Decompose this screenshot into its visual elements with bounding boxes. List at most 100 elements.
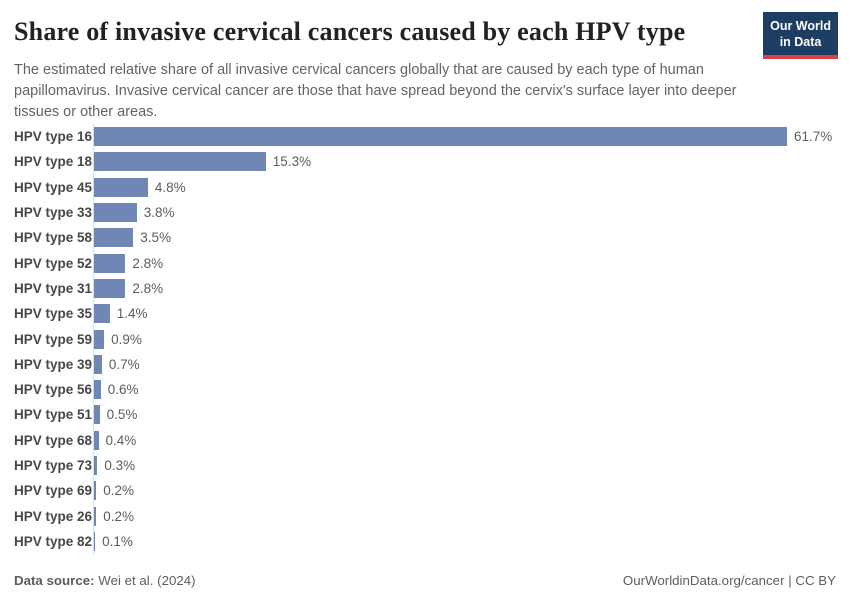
bar-row: HPV type 39 0.7%	[14, 352, 836, 377]
bar-track: 15.3%	[94, 152, 836, 172]
category-label: HPV type 52	[14, 255, 93, 271]
bar[interactable]	[94, 127, 787, 147]
bar-track: 0.2%	[94, 506, 836, 526]
bar-track: 0.9%	[94, 329, 836, 349]
bar-row: HPV type 68 0.4%	[14, 428, 836, 453]
chart-header: Share of invasive cervical cancers cause…	[14, 12, 838, 59]
bar-row: HPV type 33 3.8%	[14, 200, 836, 225]
category-label: HPV type 39	[14, 356, 93, 372]
owid-logo-line1: Our World	[770, 19, 831, 33]
value-label: 0.1%	[102, 533, 133, 549]
value-label: 0.5%	[106, 407, 138, 423]
owid-logo: Our World in Data	[763, 12, 838, 59]
value-label: 3.8%	[143, 205, 175, 221]
data-source-link[interactable]: Wei et al. (2024)	[98, 573, 196, 588]
footer-credits: OurWorldinData.org/cancer | CC BY	[623, 573, 836, 588]
value-label: 2.8%	[132, 280, 164, 296]
bar-track: 0.4%	[94, 430, 836, 450]
value-label: 0.2%	[103, 483, 134, 499]
data-source: Data source: Wei et al. (2024)	[14, 573, 196, 588]
chart-subtitle: The estimated relative share of all inva…	[14, 62, 737, 120]
bar-row: HPV type 58 3.5%	[14, 225, 836, 250]
y-axis-line	[93, 124, 94, 554]
bar-row: HPV type 59 0.9%	[14, 326, 836, 351]
bar[interactable]	[94, 506, 97, 526]
category-label: HPV type 73	[14, 458, 93, 473]
data-source-label: Data source:	[14, 573, 95, 588]
bar-rows-container: HPV type 16 61.7% HPV type 18 15.3% HPV …	[14, 124, 836, 554]
bar-row: HPV type 56 0.6%	[14, 377, 836, 402]
bar[interactable]	[94, 430, 99, 450]
bar[interactable]	[94, 304, 110, 324]
bar-track: 2.8%	[94, 253, 836, 273]
category-label: HPV type 33	[14, 205, 93, 221]
bar[interactable]	[94, 456, 98, 475]
category-label: HPV type 69	[14, 483, 93, 499]
value-label: 3.5%	[140, 230, 172, 246]
value-label: 4.8%	[154, 179, 186, 195]
bar-row: HPV type 35 1.4%	[14, 301, 836, 326]
value-label: 2.8%	[132, 255, 164, 271]
bar-row: HPV type 52 2.8%	[14, 250, 836, 275]
bar[interactable]	[94, 152, 266, 172]
bar-track: 0.5%	[94, 405, 836, 425]
chart-footer: Data source: Wei et al. (2024) OurWorldi…	[14, 573, 836, 588]
value-label: 61.7%	[794, 129, 833, 145]
bar-track: 0.3%	[94, 456, 836, 475]
bar-row: HPV type 16 61.7%	[14, 124, 836, 149]
bar[interactable]	[94, 354, 102, 374]
bar-row: HPV type 82 0.1%	[14, 529, 836, 554]
value-label: 15.3%	[272, 154, 312, 170]
bar-track: 4.8%	[94, 177, 836, 197]
bar-row: HPV type 31 2.8%	[14, 276, 836, 301]
bar-row: HPV type 51 0.5%	[14, 402, 836, 427]
bar-track: 0.6%	[94, 380, 836, 400]
bar-row: HPV type 26 0.2%	[14, 503, 836, 528]
footer-separator: |	[784, 573, 796, 588]
bar[interactable]	[94, 481, 97, 501]
bar[interactable]	[94, 228, 134, 248]
bar[interactable]	[94, 253, 126, 273]
bar-track: 2.8%	[94, 278, 836, 298]
value-label: 0.4%	[105, 432, 137, 448]
owid-url-link[interactable]: OurWorldinData.org/cancer	[622, 573, 785, 588]
bar[interactable]	[94, 177, 148, 197]
category-label: HPV type 31	[14, 280, 93, 296]
value-label: 0.2%	[103, 508, 134, 524]
bar-row: HPV type 69 0.2%	[14, 478, 836, 503]
bar-track: 61.7%	[94, 127, 836, 147]
bar[interactable]	[94, 380, 101, 400]
license-label: CC BY	[795, 573, 836, 588]
category-label: HPV type 56	[14, 382, 93, 398]
value-label: 0.6%	[107, 382, 139, 398]
bar-chart: HPV type 16 61.7% HPV type 18 15.3% HPV …	[14, 124, 836, 554]
bar-track: 3.8%	[94, 203, 836, 223]
category-label: HPV type 16	[14, 129, 93, 145]
bar[interactable]	[94, 405, 100, 425]
bar[interactable]	[94, 203, 137, 223]
bar-track: 0.7%	[94, 354, 836, 374]
value-label: 1.4%	[116, 306, 148, 322]
category-label: HPV type 45	[14, 179, 93, 195]
value-label: 0.7%	[108, 356, 140, 372]
category-label: HPV type 59	[14, 331, 93, 347]
value-label: 0.9%	[111, 331, 142, 347]
bar[interactable]	[94, 531, 96, 551]
bar-track: 3.5%	[94, 228, 836, 248]
category-label: HPV type 68	[14, 432, 93, 448]
category-label: HPV type 58	[14, 230, 93, 246]
category-label: HPV type 51	[14, 407, 93, 423]
category-label: HPV type 26	[14, 508, 93, 524]
category-label: HPV type 35	[14, 306, 93, 322]
bar[interactable]	[94, 278, 126, 298]
owid-logo-line2: in Data	[779, 35, 822, 50]
bar[interactable]	[94, 329, 105, 349]
chart-title: Share of invasive cervical cancers cause…	[14, 17, 686, 46]
bar-track: 0.2%	[94, 481, 836, 501]
bar-track: 1.4%	[94, 304, 836, 324]
bar-track: 0.1%	[94, 531, 836, 551]
bar-row: HPV type 73 0.3%	[14, 453, 836, 478]
value-label: 0.3%	[104, 458, 136, 473]
bar-row: HPV type 18 15.3%	[14, 149, 836, 174]
